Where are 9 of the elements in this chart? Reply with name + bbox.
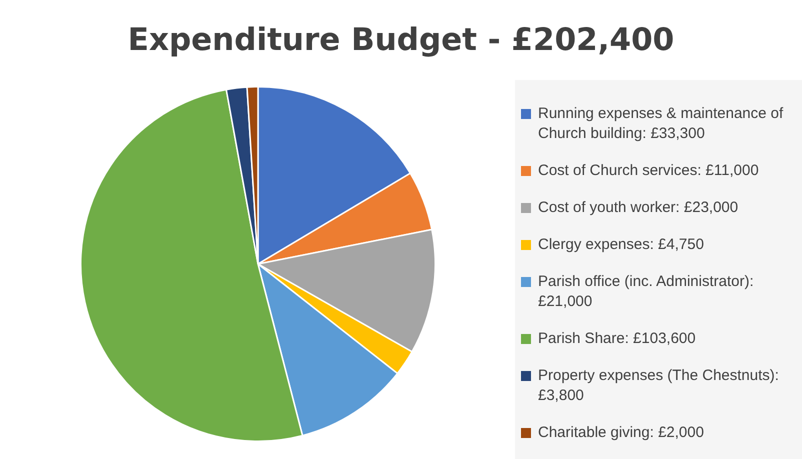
legend-label: Parish Share: £103,600 [538,329,696,349]
legend-label: Cost of youth worker: £23,000 [538,198,738,218]
chart-title: Expenditure Budget - £202,400 [126,22,676,58]
legend-label: Cost of Church services: £11,000 [538,161,759,181]
legend-label: Property expenses (The Chestnuts): £3,800 [538,366,780,406]
legend-label: Running expenses & maintenance of Church building: £33,300 [538,104,784,144]
legend-label: Clergy expenses: £4,750 [538,235,704,255]
legend-label: Parish office (inc. Administrator): £21,000 [538,272,755,312]
legend-label: Charitable giving: £2,000 [538,423,704,443]
